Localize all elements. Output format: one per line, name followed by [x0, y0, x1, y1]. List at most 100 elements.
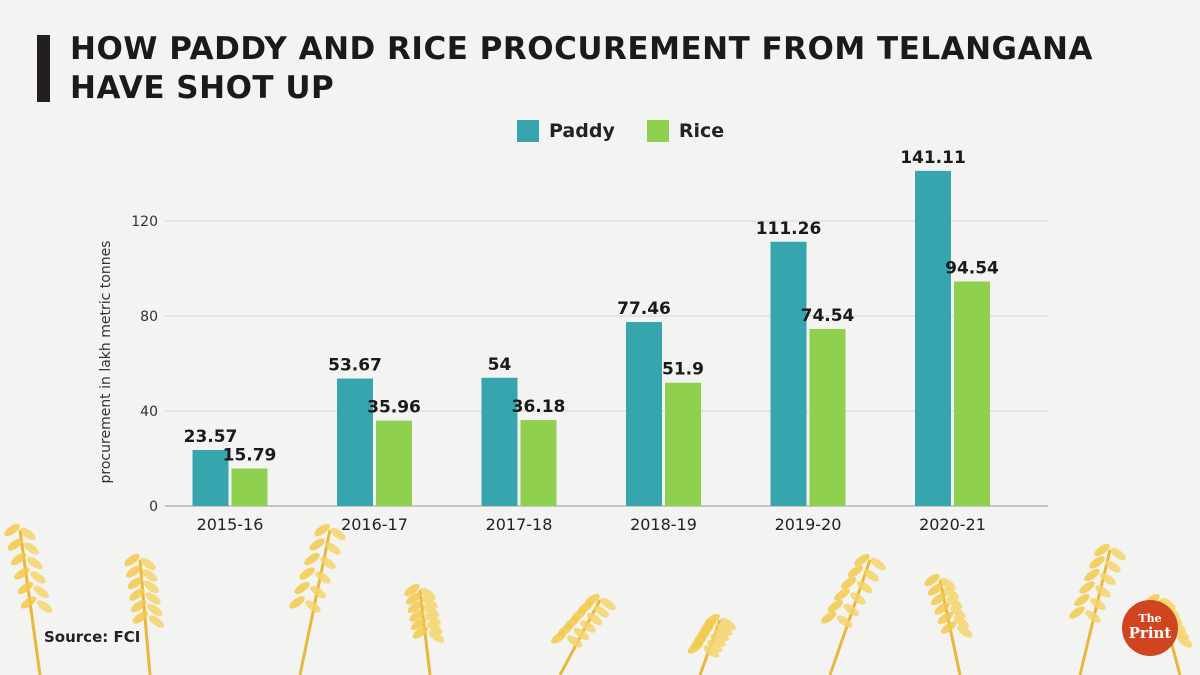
legend-swatch-paddy: [517, 120, 539, 142]
y-tick-label: 120: [131, 214, 158, 230]
rice-grain: [710, 634, 726, 647]
rice-stalk: [828, 559, 872, 675]
rice-grain: [703, 645, 720, 658]
rice-grain: [827, 599, 844, 613]
rice-grain: [315, 571, 331, 584]
rice-grain: [593, 605, 610, 618]
rice-grain: [843, 603, 860, 617]
rice-grain: [834, 588, 850, 601]
rice-grain: [1160, 597, 1176, 611]
rice-grain: [1094, 543, 1110, 557]
data-label-paddy: 23.57: [184, 427, 238, 447]
rice-grain: [132, 611, 149, 624]
rice-grain: [426, 621, 443, 635]
title-line-2: HAVE SHOT UP: [70, 70, 335, 106]
rice-grain: [425, 613, 441, 626]
bar-rice: [809, 328, 846, 506]
bar-paddy: [337, 378, 373, 506]
bar-paddy: [481, 377, 518, 506]
rice-grain: [924, 573, 940, 587]
legend-label-rice: Rice: [678, 120, 725, 142]
rice-grain: [1069, 606, 1085, 619]
rice-grain: [946, 596, 963, 610]
rice-grain: [26, 556, 43, 570]
rice-grain: [847, 565, 864, 578]
legend: Paddy Rice: [517, 120, 756, 142]
rice-grain: [956, 625, 973, 638]
rice-grain: [320, 556, 336, 570]
rice-grain: [421, 596, 438, 609]
rice-grain: [423, 604, 440, 618]
rice-grain: [412, 626, 429, 639]
rice-grain: [409, 609, 425, 622]
rice-grain: [716, 623, 733, 636]
rice-grain: [854, 553, 870, 567]
logo-line-2: Print: [1128, 624, 1172, 642]
rice-grain: [143, 580, 160, 594]
rice-stalk: [298, 529, 332, 675]
rice-grain: [927, 583, 944, 596]
rice-grain: [550, 631, 567, 644]
rice-grain: [23, 542, 40, 555]
rice-grain: [850, 592, 866, 605]
bar-paddy: [626, 322, 662, 506]
rice-grain: [1079, 581, 1095, 594]
y-axis-label: procurement in lakh metric tonnes: [98, 241, 114, 484]
source-note: Source: FCI: [44, 628, 141, 646]
title-accent-bar: [37, 35, 50, 102]
rice-grain: [17, 581, 34, 595]
data-label-paddy: 141.11: [900, 148, 966, 168]
bar-paddy: [770, 241, 807, 506]
rice-grain: [930, 592, 947, 606]
data-label-rice: 74.54: [801, 306, 855, 326]
rice-grain: [33, 585, 50, 599]
rice-grain: [410, 617, 427, 631]
rice-grain: [1089, 556, 1105, 569]
rice-grain: [573, 627, 590, 641]
theprint-logo: The Print: [1122, 600, 1178, 656]
rice-grain: [294, 581, 310, 595]
rice-grain: [687, 641, 704, 654]
rice-grain: [30, 571, 46, 584]
rice-grain: [148, 615, 165, 628]
rice-grain: [940, 621, 957, 634]
rice-grain: [130, 599, 147, 613]
bar-rice: [520, 420, 557, 506]
rice-grain: [305, 600, 321, 613]
rice-grain: [310, 585, 326, 599]
rice-grain: [1095, 585, 1111, 598]
rice-grain: [4, 523, 20, 537]
rice-grain: [10, 552, 27, 566]
rice-grain: [125, 565, 142, 578]
rice-grain: [934, 602, 950, 615]
legend-swatch-rice: [646, 120, 669, 142]
rice-grain: [129, 588, 145, 601]
y-tick-label: 40: [140, 404, 158, 420]
rice-grain: [325, 542, 341, 555]
data-label-rice: 51.9: [662, 360, 704, 380]
rice-grain: [586, 612, 603, 626]
data-label-paddy: 77.46: [617, 299, 671, 319]
rice-grain: [1100, 572, 1116, 586]
y-tick-label: 80: [140, 309, 158, 325]
rice-grain: [124, 553, 140, 567]
rice-grain: [1110, 547, 1126, 561]
data-label-paddy: 53.67: [328, 356, 382, 376]
rice-grain: [145, 592, 161, 605]
rice-grain: [330, 527, 346, 541]
rice-grain: [937, 611, 954, 625]
rice-grain: [950, 606, 966, 619]
data-label-rice: 35.96: [367, 398, 421, 418]
rice-grain: [420, 587, 436, 601]
rice-grain: [1074, 593, 1090, 607]
rice-grain: [836, 615, 853, 628]
rice-stalk-decoration: [4, 523, 1193, 675]
rice-grain: [820, 611, 837, 624]
x-tick-label: 2015-16: [197, 515, 264, 534]
bar-paddy: [192, 450, 229, 506]
chart-title: HOW PADDY AND RICE PROCUREMENT FROM TELA…: [70, 30, 1093, 108]
rice-grain: [566, 635, 583, 648]
rice-grain: [940, 577, 956, 591]
x-tick-label: 2020-21: [919, 515, 986, 534]
